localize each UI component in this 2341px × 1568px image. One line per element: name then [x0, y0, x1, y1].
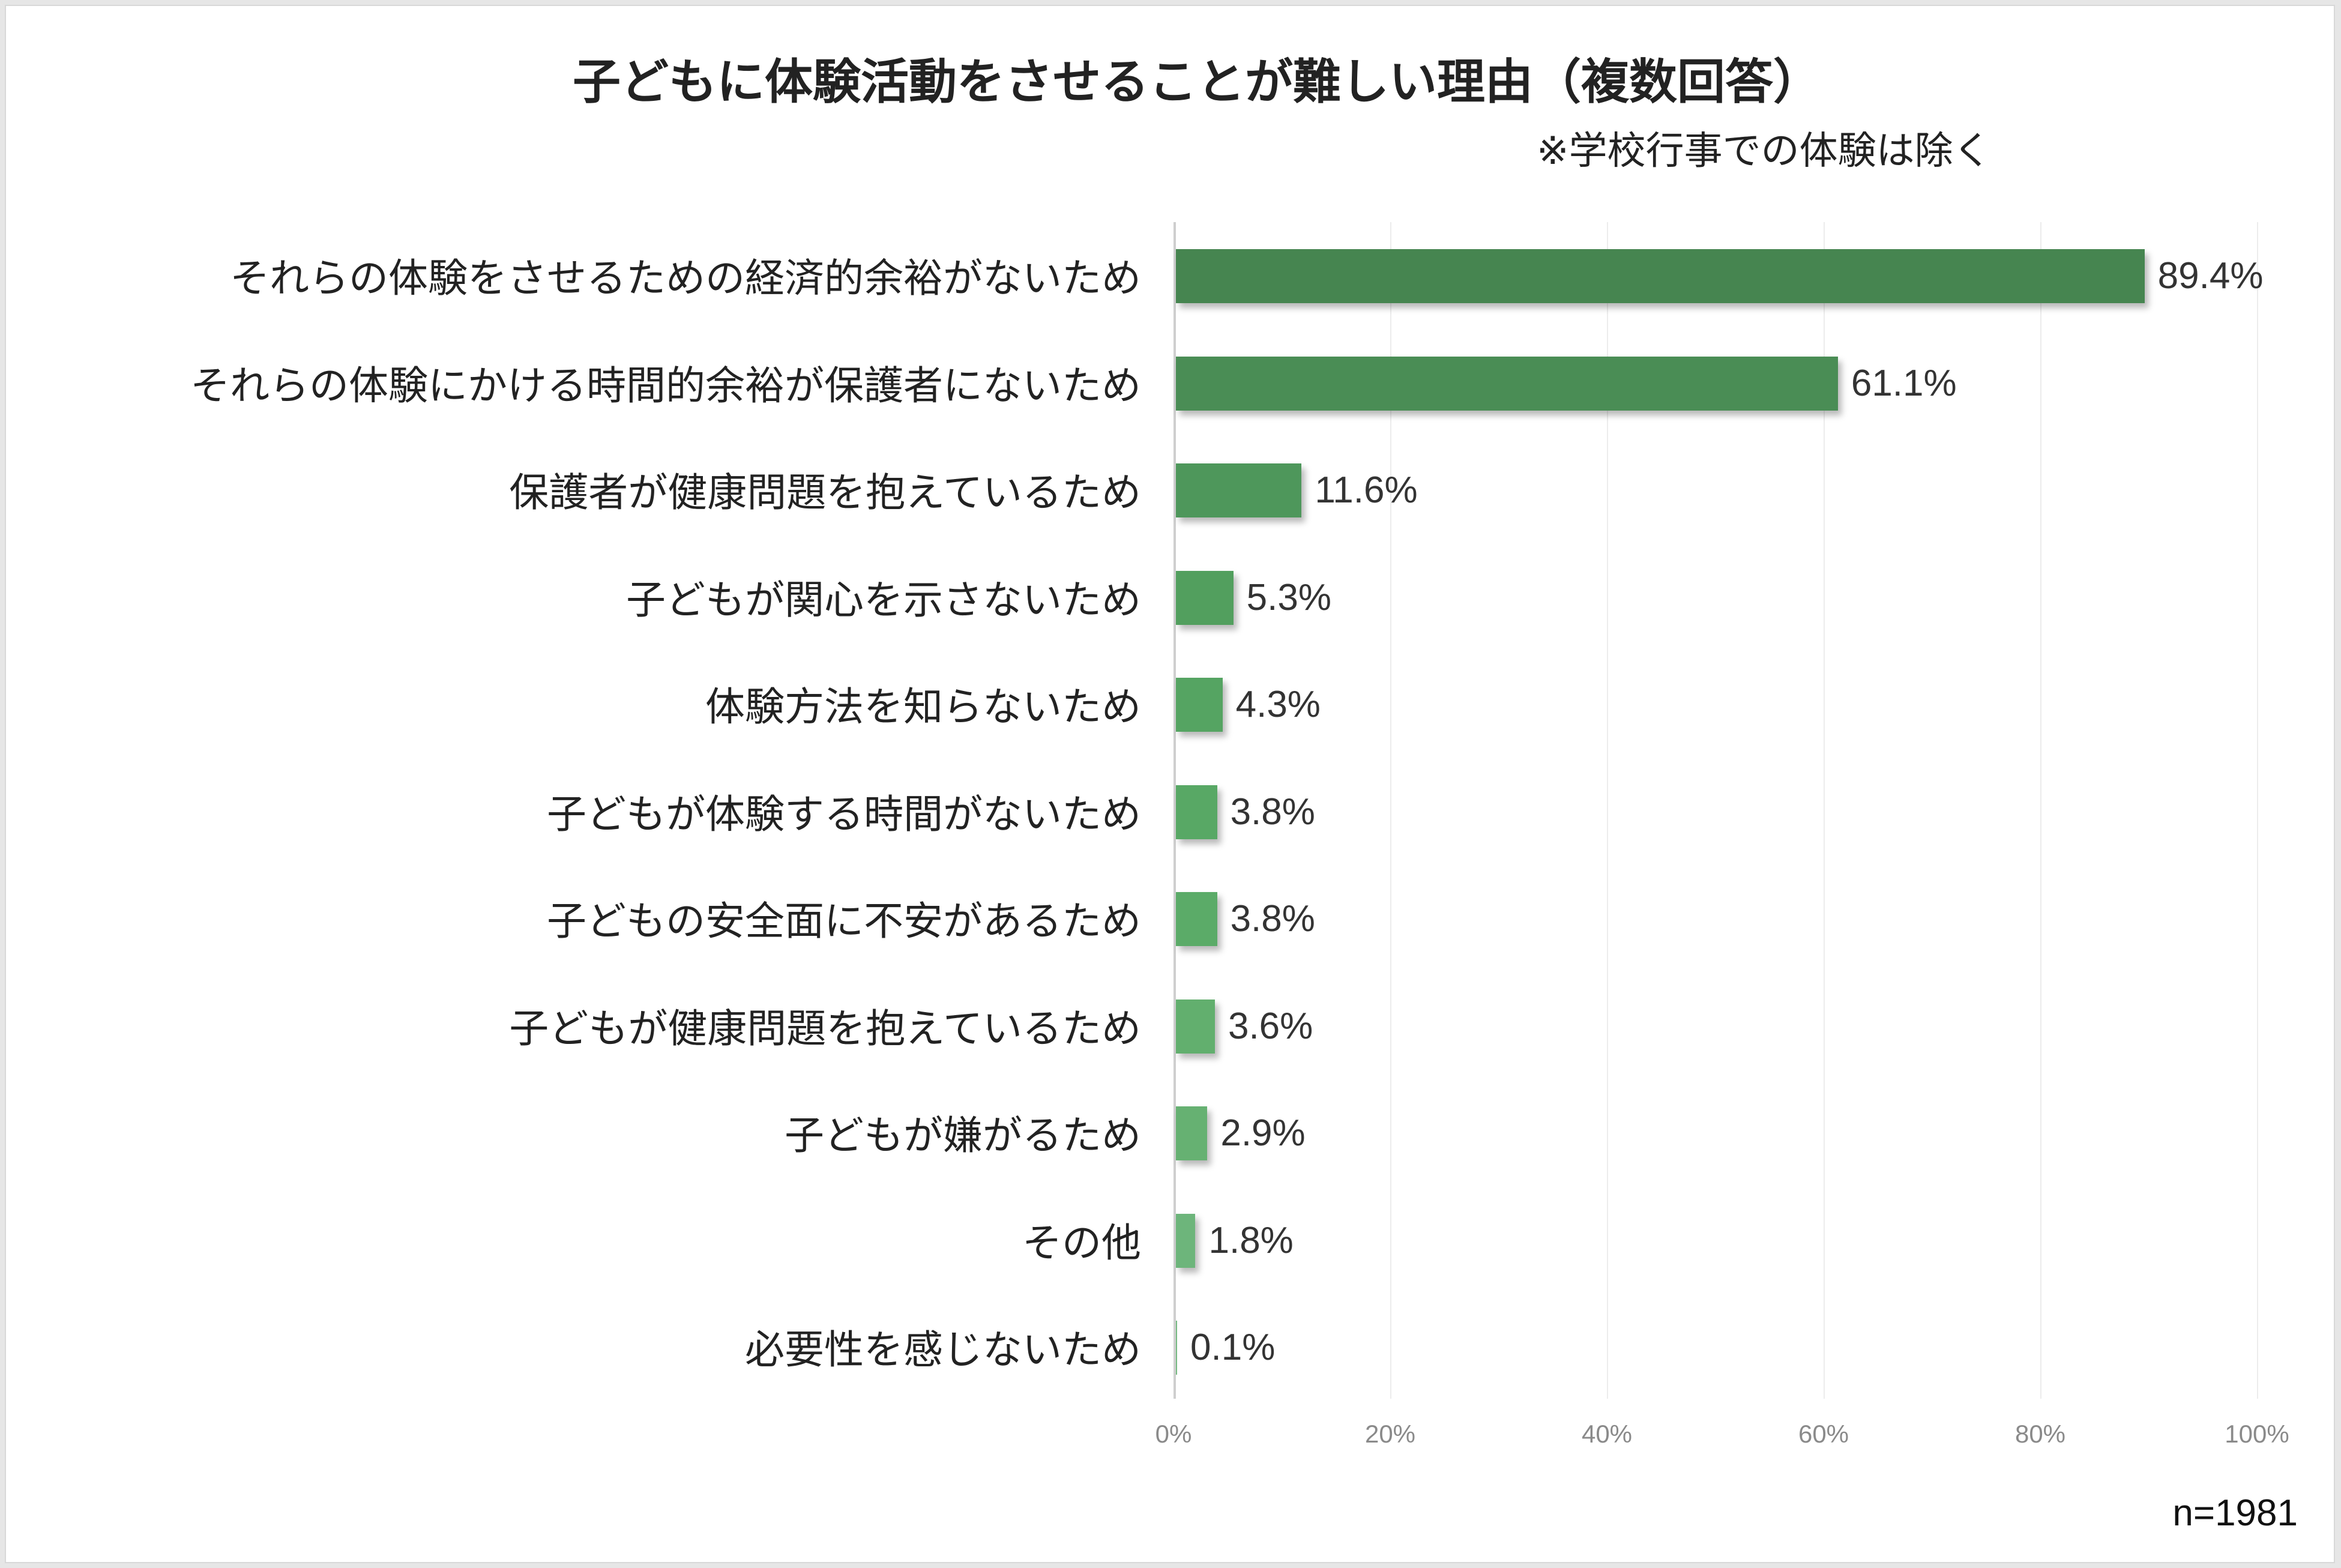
- bar-row: 89.4%: [1174, 249, 2263, 303]
- chart-title: 子どもに体験活動をさせることが難しい理由（複数回答）: [573, 54, 1821, 110]
- bar: [1176, 1213, 1196, 1268]
- bar: [1176, 1321, 1177, 1375]
- category-label: その他: [1022, 1219, 1141, 1266]
- bar-row: 3.8%: [1174, 892, 2257, 946]
- x-tick-label: 40%: [1581, 1420, 1633, 1448]
- bar-row: 5.3%: [1174, 570, 2257, 625]
- category-label: 子どもの安全面に不安があるため: [547, 898, 1141, 944]
- bar: [1176, 892, 1217, 946]
- chart-subtitle: ※学校行事での体験は除く: [1537, 129, 1992, 173]
- bar-value-label: 3.8%: [1230, 898, 1315, 939]
- bar-value-label: 3.8%: [1230, 791, 1315, 833]
- category-label: 子どもが嫌がるため: [785, 1112, 1141, 1159]
- bar: [1176, 570, 1234, 625]
- bar-value-label: 11.6%: [1315, 469, 1418, 511]
- plot-area: 89.4% 61.1% 11.6% 5.3% 4.3% 3.8% 3.8% 3.6% 2.9% 1…: [1174, 222, 2263, 1399]
- gridline: [2257, 222, 2258, 1399]
- bar-row: 11.6%: [1174, 463, 2257, 517]
- bar-value-label: 0.1%: [1190, 1327, 1276, 1368]
- y-axis-line: [1174, 222, 1176, 1399]
- gridline: [1390, 222, 1391, 1399]
- bar: [1176, 999, 1215, 1054]
- bar: [1176, 249, 2145, 303]
- bar: [1176, 356, 1838, 411]
- bar-value-label: 2.9%: [1220, 1112, 1306, 1154]
- x-tick-label: 80%: [2014, 1420, 2066, 1448]
- bar-row: 2.9%: [1174, 1106, 2257, 1160]
- chart-frame: 子どもに体験活動をさせることが難しい理由（複数回答） ※学校行事での体験は除く …: [5, 5, 2335, 1563]
- gridline: [1824, 222, 1825, 1399]
- bar-row: 3.8%: [1174, 785, 2257, 839]
- category-label: 子どもが関心を示さないため: [626, 576, 1141, 623]
- x-tick-label: 60%: [1798, 1420, 1849, 1448]
- category-label: それらの体験にかける時間的余裕が保護者にないため: [190, 362, 1141, 409]
- bar: [1176, 1106, 1208, 1160]
- x-tick-label: 20%: [1364, 1420, 1416, 1448]
- category-label: 体験方法を知らないため: [705, 684, 1141, 730]
- category-label: それらの体験をさせるための経済的余裕がないため: [230, 255, 1141, 301]
- bar: [1176, 785, 1217, 839]
- bar-row: 61.1%: [1174, 356, 2257, 411]
- gridline: [2040, 222, 2041, 1399]
- category-label: 必要性を感じないため: [745, 1327, 1141, 1373]
- bar-value-label: 4.3%: [1235, 684, 1321, 725]
- bar-value-label: 3.6%: [1228, 1005, 1313, 1047]
- bar-value-label: 61.1%: [1851, 362, 1957, 404]
- bar-value-label: 89.4%: [2157, 255, 2264, 297]
- bar-row: 1.8%: [1174, 1213, 2257, 1268]
- bar-row: 3.6%: [1174, 999, 2257, 1054]
- bar-value-label: 1.8%: [1208, 1219, 1294, 1261]
- category-label: 保護者が健康問題を抱えているため: [509, 469, 1141, 516]
- sample-size-label: n=1981: [2172, 1492, 2298, 1534]
- x-tick-label: 100%: [2225, 1420, 2289, 1448]
- bar-row: 0.1%: [1174, 1321, 2257, 1375]
- x-tick-label: 0%: [1155, 1420, 1192, 1448]
- gridline: [1607, 222, 1608, 1399]
- bar-row: 4.3%: [1174, 678, 2257, 732]
- category-label: 子どもが健康問題を抱えているため: [509, 1005, 1141, 1052]
- bar: [1176, 678, 1223, 732]
- bar: [1176, 463, 1302, 517]
- bar-value-label: 5.3%: [1246, 576, 1331, 618]
- category-label: 子どもが体験する時間がないため: [547, 791, 1141, 837]
